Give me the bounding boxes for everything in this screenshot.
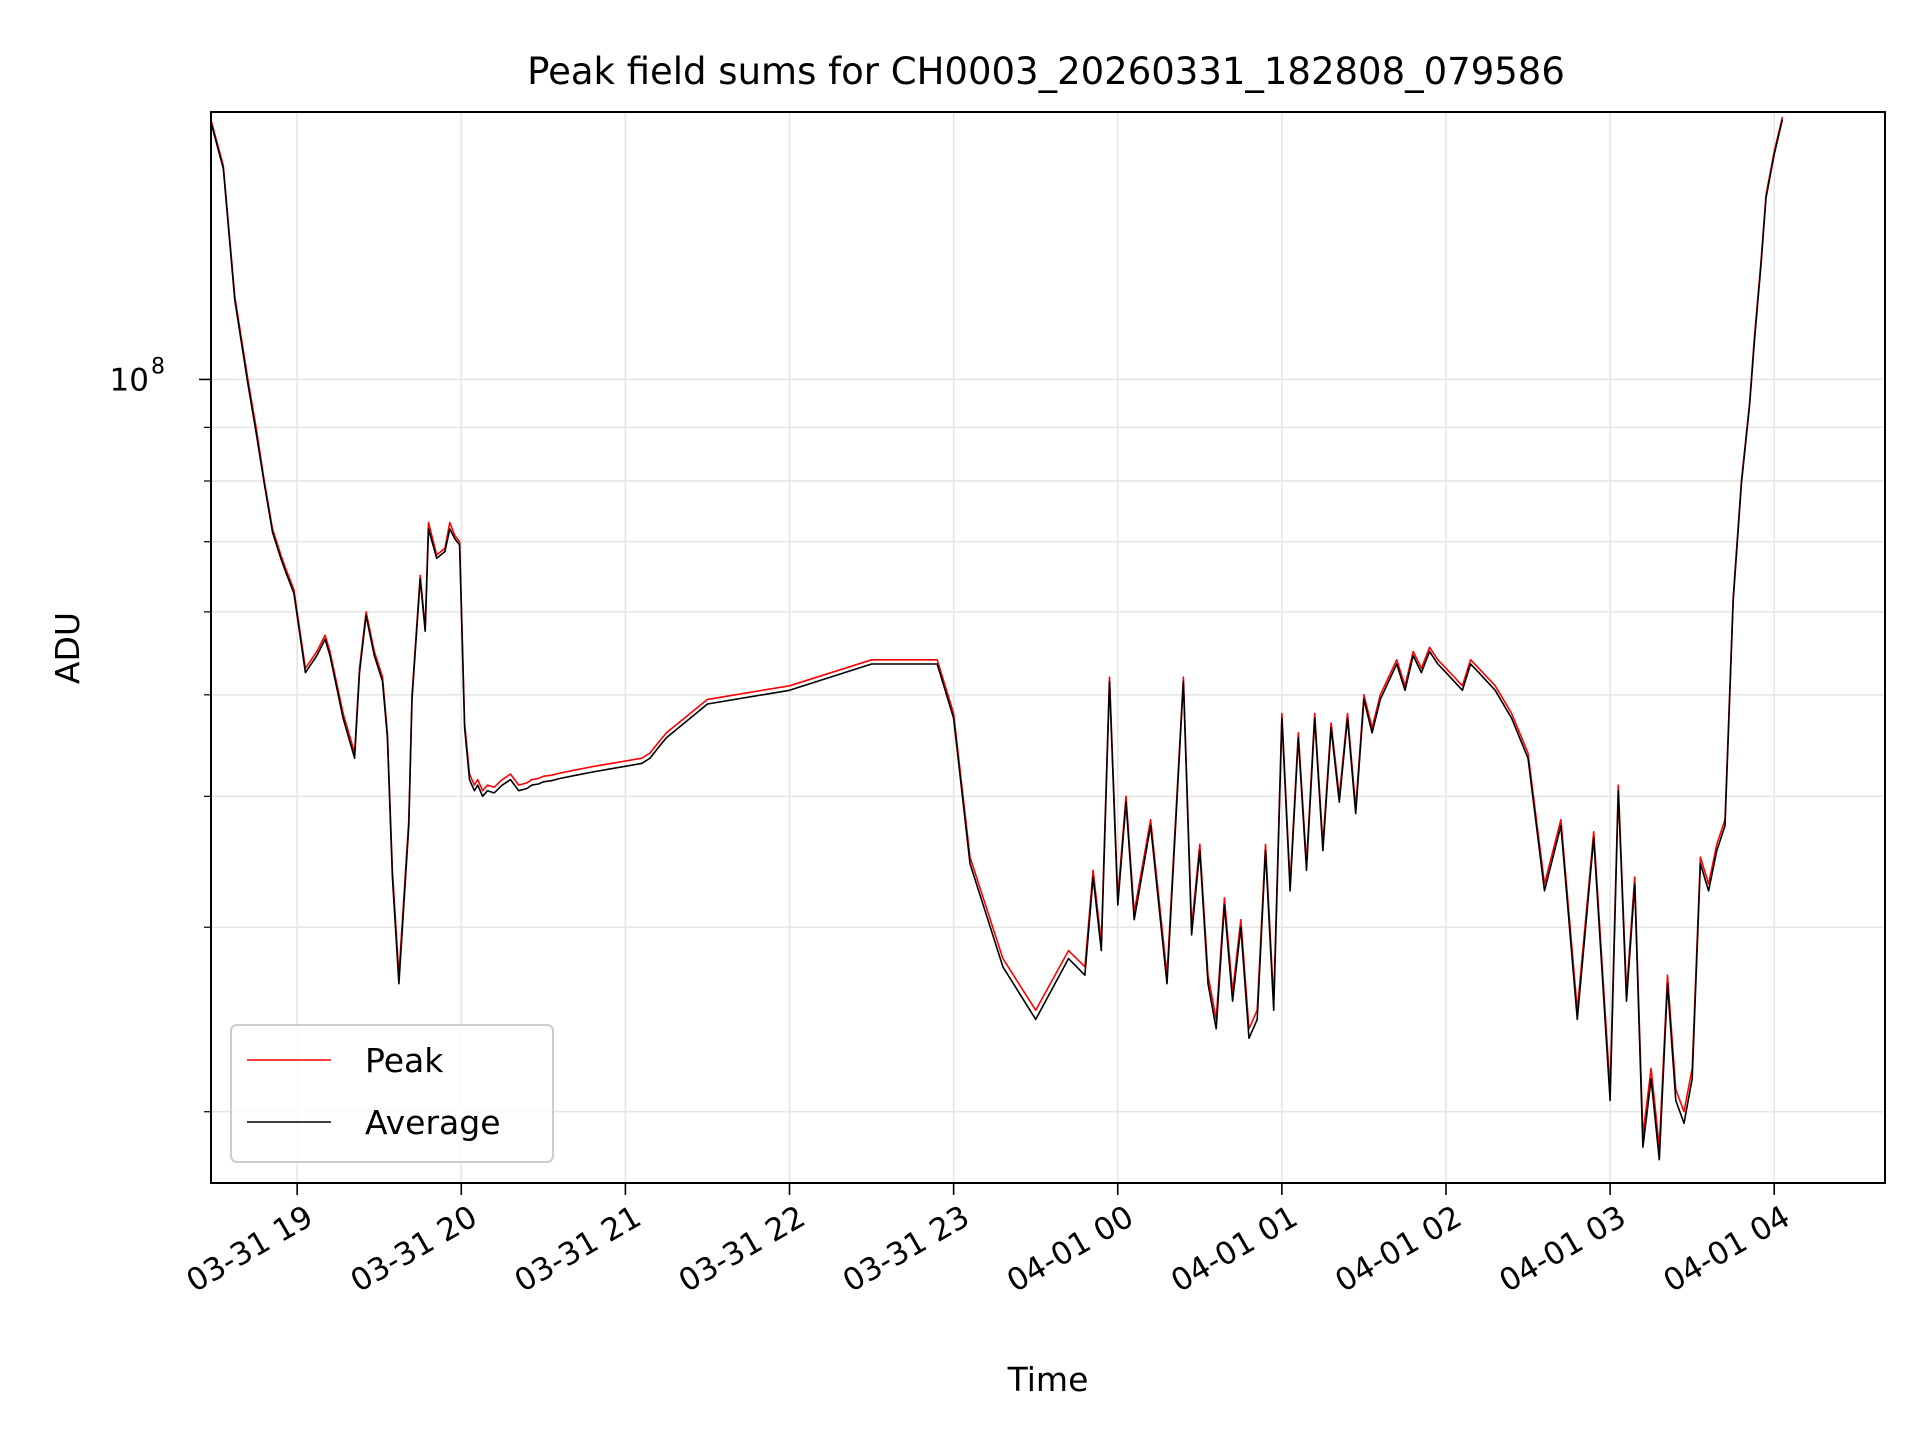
y-tick-label-base: 10 — [110, 362, 149, 398]
plot-frame — [210, 111, 1886, 1184]
y-axis: 10 8 — [110, 354, 211, 1113]
legend-label-average: Average — [365, 1103, 501, 1142]
series-line-average — [211, 119, 1784, 1161]
series-lines — [211, 116, 1784, 1161]
legend: Peak Average — [230, 1024, 554, 1163]
y-axis-label: ADU — [48, 612, 87, 684]
chart-title: Peak field sums for CH0003_20260331_1828… — [527, 50, 1565, 93]
y-tick-label-exponent: 8 — [151, 354, 165, 379]
grid-lines — [211, 112, 1885, 1183]
x-axis-label: Time — [1007, 1360, 1089, 1399]
legend-label-peak: Peak — [365, 1041, 444, 1080]
